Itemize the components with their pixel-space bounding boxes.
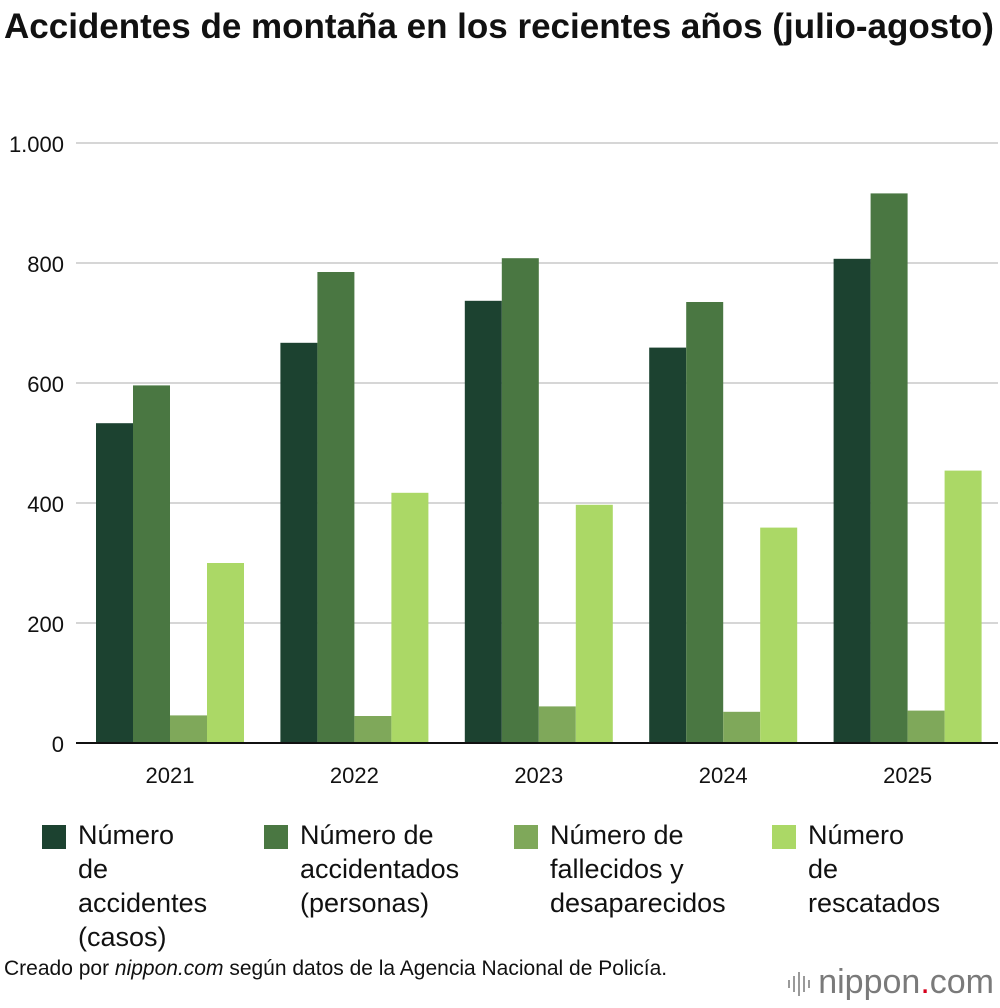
legend-swatch xyxy=(514,825,538,849)
legend-swatch xyxy=(264,825,288,849)
x-tick-label: 2022 xyxy=(330,763,379,788)
x-tick-label: 2025 xyxy=(883,763,932,788)
bar xyxy=(170,715,207,743)
bar xyxy=(907,710,945,743)
bar xyxy=(649,347,687,743)
bar xyxy=(575,504,613,743)
chart-title: Accidentes de montaña en los recientes a… xyxy=(4,7,994,46)
bar-chart: 0 200 400 600 800 1.000 2021 2022 2023 2024 2025 xyxy=(9,132,998,788)
y-tick-label: 400 xyxy=(27,492,64,517)
legend-swatch xyxy=(772,825,796,849)
bar xyxy=(133,385,170,743)
legend: Número de accidentes (casos) Número de acci… xyxy=(42,818,1000,952)
bar xyxy=(280,342,318,743)
x-tick-label: 2024 xyxy=(699,763,748,788)
bar xyxy=(391,492,429,743)
y-tick-label: 800 xyxy=(27,252,64,277)
source-footnote: Creado por nippon.com según datos de la … xyxy=(4,957,668,980)
x-tick-label: 2023 xyxy=(514,763,563,788)
legend-label: Número de fallecidos y desaparecidos xyxy=(550,820,726,918)
y-tick-label: 200 xyxy=(27,612,64,637)
legend-label: Número de accidentes (casos) xyxy=(78,820,208,952)
brand-logo: nippon.com xyxy=(788,962,994,1002)
source-site: nippon.com xyxy=(114,957,224,980)
bar xyxy=(833,258,871,743)
bar xyxy=(464,300,502,743)
bar xyxy=(686,302,724,743)
brand-mark-icon xyxy=(788,972,811,997)
bar xyxy=(760,527,798,743)
bar xyxy=(870,193,908,743)
legend-label: Número de accidentados (personas) xyxy=(300,820,460,918)
bar xyxy=(723,711,761,743)
bar xyxy=(944,470,982,743)
x-tick-label: 2021 xyxy=(146,763,195,788)
y-tick-label: 1.000 xyxy=(9,132,64,157)
bar xyxy=(96,423,133,743)
bar xyxy=(317,272,355,743)
bar xyxy=(354,716,392,743)
legend-label: Número de rescatados xyxy=(808,820,941,918)
bar xyxy=(538,706,576,743)
bar xyxy=(501,258,539,743)
y-tick-label: 0 xyxy=(52,732,64,757)
bar xyxy=(207,563,244,743)
legend-swatch xyxy=(42,825,66,849)
y-tick-label: 600 xyxy=(27,372,64,397)
